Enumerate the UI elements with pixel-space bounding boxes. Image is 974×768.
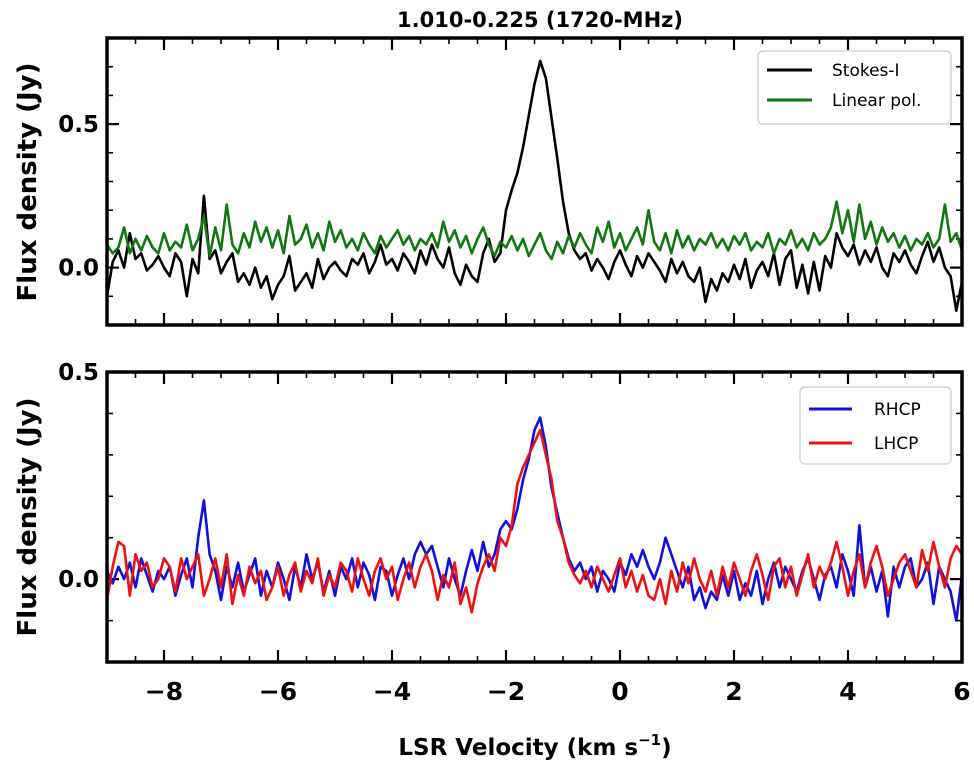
x-tick-label: −8	[145, 677, 183, 706]
top-panel: Flux density (Jy) 0.0 0.5 Stokes-I Linear…	[13, 36, 964, 327]
legend-label-stokes-i: Stokes-I	[832, 61, 900, 81]
bottom-panel: Flux density (Jy) 0.0 0.5 RHCP LHCP	[13, 360, 964, 664]
x-tick-label: −2	[487, 677, 525, 706]
x-axis-label: LSR Velocity (km s−1)	[398, 731, 671, 761]
top-plot-frame	[105, 36, 964, 327]
legend-label-rhcp: RHCP	[874, 400, 921, 420]
bottom-legend: RHCP LHCP	[799, 386, 952, 465]
x-tick-label: 4	[839, 677, 856, 706]
top-y-axis-label: Flux density (Jy)	[13, 63, 43, 302]
series-line-stokes-i	[105, 59, 964, 312]
chart-title: 1.010-0.225 (1720-MHz)	[397, 8, 683, 32]
x-tick-label: −4	[373, 677, 411, 706]
x-tick-label: 0	[611, 677, 628, 706]
x-axis-label-main: LSR Velocity (km s	[398, 735, 638, 761]
bottom-legend-box	[799, 386, 952, 465]
series-line-rhcp	[105, 416, 964, 622]
y-tick-label: 0.5	[58, 112, 99, 138]
x-tick-label: 6	[953, 677, 970, 706]
x-tick-label: −6	[259, 677, 297, 706]
x-tick-label: 2	[725, 677, 742, 706]
x-axis-label-exponent: −1	[638, 731, 661, 749]
legend-label-linear-pol: Linear pol.	[832, 91, 922, 111]
x-tick-labels: −8 −6 −4 −2 0 2 4 6	[145, 677, 971, 706]
bottom-series-group	[105, 416, 964, 622]
legend-label-lhcp: LHCP	[874, 434, 918, 454]
y-tick-label: 0.0	[58, 256, 99, 282]
y-tick-label: 0.0	[58, 567, 99, 593]
series-line-lhcp	[105, 428, 964, 614]
top-series-group	[105, 59, 964, 312]
x-axis-label-close: )	[661, 735, 672, 761]
y-tick-label: 0.5	[58, 360, 99, 386]
bottom-y-axis-label: Flux density (Jy)	[13, 398, 43, 637]
bottom-plot-frame	[105, 370, 964, 664]
series-line-linear-pol	[105, 200, 964, 261]
top-legend: Stokes-I Linear pol.	[757, 50, 952, 125]
